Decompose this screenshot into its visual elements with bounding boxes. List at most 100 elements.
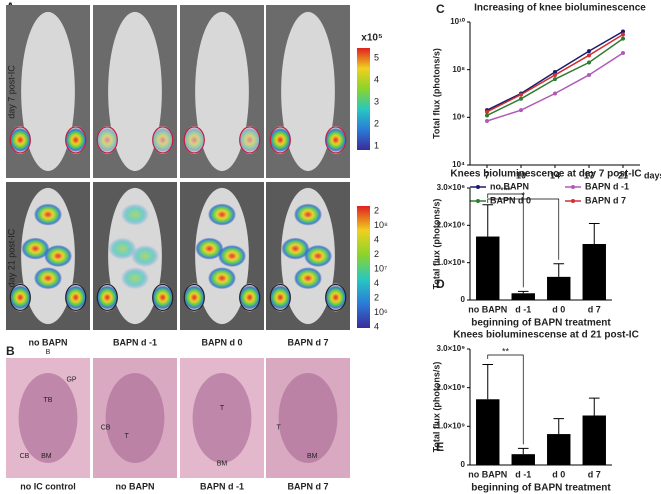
tissue <box>105 373 165 463</box>
tissue-label: TB <box>44 397 53 404</box>
x-tick-label: d 0 <box>552 469 565 479</box>
knee-signal <box>324 285 347 310</box>
tissue-label: T <box>276 424 281 431</box>
error-bar <box>588 397 600 416</box>
x-axis-label: beginning of BAPN treatment <box>471 318 611 329</box>
panel-label: B <box>6 344 15 358</box>
point <box>553 91 557 96</box>
signal <box>208 267 236 290</box>
row-label: day 21 post-IC <box>6 228 16 287</box>
point <box>621 36 625 41</box>
knee-roi <box>269 283 291 312</box>
knee-signal <box>151 285 174 310</box>
signal <box>208 203 236 226</box>
bar <box>547 434 571 465</box>
column-label: no BAPN <box>29 337 68 347</box>
knee-roi <box>9 126 31 154</box>
caption: BAPN d 7 <box>287 481 328 491</box>
knee-roi <box>325 283 347 312</box>
knee-roi <box>239 126 261 154</box>
knee-signal <box>151 127 174 152</box>
point <box>587 72 591 77</box>
knee-roi <box>239 283 261 312</box>
x-tick-label: d -1 <box>515 304 531 314</box>
point <box>553 72 557 77</box>
point <box>587 60 591 65</box>
signal <box>281 237 310 260</box>
significance-bracket <box>487 193 524 288</box>
knee-signal <box>238 285 261 310</box>
x-tick-label: no BAPN <box>468 469 507 479</box>
significance-label: * <box>521 190 525 200</box>
point <box>485 109 489 114</box>
tissue-label: T <box>124 433 129 440</box>
column-label: BAPN d -1 <box>113 337 157 347</box>
signal <box>294 267 322 290</box>
colorbar-unit: x10⁵ <box>361 33 383 44</box>
panel-label: E <box>436 440 444 454</box>
colorbar-label: 10⁶ <box>374 307 388 317</box>
legend-label: BAPN d -1 <box>585 181 629 191</box>
knee-roi <box>152 126 174 154</box>
tissue <box>278 373 338 463</box>
caption: BAPN d -1 <box>200 481 244 491</box>
knee-signal <box>96 285 119 310</box>
point <box>621 32 625 37</box>
legend-marker <box>476 185 480 189</box>
colorbar-label: 10⁷ <box>374 263 387 273</box>
point <box>587 53 591 58</box>
knee-signal <box>183 127 206 152</box>
significance-bracket <box>487 198 560 260</box>
legend-marker <box>571 199 575 203</box>
y-axis-label: Total flux (photons/s) <box>431 362 441 453</box>
x-tick-label: d 7 <box>588 304 601 314</box>
point <box>485 113 489 118</box>
knee-roi <box>9 283 31 312</box>
bar <box>511 293 535 300</box>
bar <box>582 415 606 465</box>
bar <box>476 236 500 300</box>
signal <box>131 245 160 267</box>
series-line <box>486 38 624 117</box>
y-tick-label: 1.0×10⁹ <box>437 421 466 430</box>
knee-roi <box>96 126 118 154</box>
error-bar <box>517 447 529 455</box>
x-axis-label: beginning of BAPN treatment <box>471 483 611 494</box>
legend-label: no BAPN <box>490 181 529 191</box>
x-tick-label: no BAPN <box>468 304 507 314</box>
colorbar <box>357 48 370 150</box>
panel-label: C <box>436 2 445 16</box>
bar <box>582 244 606 300</box>
signal <box>44 245 73 267</box>
point <box>519 108 523 113</box>
signal <box>121 267 149 290</box>
knee-signal <box>238 127 261 152</box>
x-tick-label: 7 <box>484 170 489 180</box>
column-label: BAPN d 0 <box>201 337 242 347</box>
point <box>553 69 557 74</box>
colorbar-label: 2 <box>374 118 379 128</box>
y-tick-label: 10¹⁰ <box>450 17 466 26</box>
chart-title: Knees bioluminescence at day 7 post-IC <box>450 169 641 180</box>
y-tick-label: 10⁶ <box>452 112 465 121</box>
error-bar <box>553 263 565 277</box>
sub-label: B <box>46 349 51 356</box>
colorbar-label: 1 <box>374 140 379 150</box>
point <box>587 49 591 54</box>
y-tick-label: 3.0×10⁹ <box>437 344 466 353</box>
bar <box>476 399 500 465</box>
tissue-label: GP <box>66 376 76 383</box>
knee-signal <box>96 127 119 152</box>
error-bar <box>482 204 494 237</box>
signal <box>21 237 50 260</box>
caption: no BAPN <box>116 481 155 491</box>
significance-bracket <box>487 354 524 445</box>
signal <box>121 203 149 226</box>
knee-roi <box>65 126 87 154</box>
caption: no IC control <box>20 481 76 491</box>
colorbar-label: 4 <box>374 321 379 331</box>
point <box>621 29 625 34</box>
legend-marker <box>571 185 575 189</box>
knee-roi <box>183 283 205 312</box>
